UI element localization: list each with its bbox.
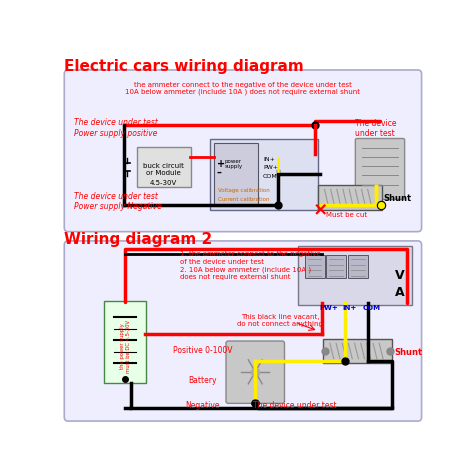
FancyBboxPatch shape bbox=[298, 246, 412, 305]
Text: Current calibration: Current calibration bbox=[219, 197, 270, 202]
Text: Negative: Negative bbox=[186, 401, 220, 410]
Text: +: + bbox=[217, 159, 225, 169]
Text: Wiring diagram 2: Wiring diagram 2 bbox=[64, 232, 212, 247]
FancyBboxPatch shape bbox=[210, 139, 318, 210]
FancyBboxPatch shape bbox=[214, 143, 257, 206]
Text: COM: COM bbox=[263, 174, 278, 179]
Text: V: V bbox=[395, 269, 405, 283]
FancyBboxPatch shape bbox=[304, 255, 325, 278]
Text: Positive 0-100V: Positive 0-100V bbox=[173, 346, 233, 355]
Text: The device under test
Power supply Negative: The device under test Power supply Negat… bbox=[74, 191, 162, 211]
Text: 2. 10A below ammeter (include 10A ): 2. 10A below ammeter (include 10A ) bbox=[180, 266, 311, 273]
Text: the ammeter connect to the negative of the device under test: the ammeter connect to the negative of t… bbox=[134, 82, 352, 88]
Text: –: – bbox=[217, 168, 222, 178]
FancyBboxPatch shape bbox=[323, 339, 392, 363]
Text: This black line vacant,: This black line vacant, bbox=[241, 314, 319, 320]
Text: buck circuit
or Module: buck circuit or Module bbox=[143, 163, 184, 176]
FancyBboxPatch shape bbox=[104, 301, 146, 383]
Text: The device under test
Power supply positive: The device under test Power supply posit… bbox=[74, 118, 158, 138]
Text: the power supply
must be DC 4.5-30V: the power supply must be DC 4.5-30V bbox=[120, 319, 130, 373]
Text: A: A bbox=[395, 286, 405, 300]
Text: do not connect anything: do not connect anything bbox=[237, 321, 323, 327]
Text: Must be cut: Must be cut bbox=[326, 212, 367, 219]
Text: IN+: IN+ bbox=[263, 157, 275, 162]
FancyBboxPatch shape bbox=[226, 341, 284, 403]
Text: Electric cars wiring diagram: Electric cars wiring diagram bbox=[64, 59, 304, 74]
Text: 1. the ammeter connect to the negative: 1. the ammeter connect to the negative bbox=[180, 251, 320, 257]
Text: 10A below ammeter (include 10A ) does not require external shunt: 10A below ammeter (include 10A ) does no… bbox=[126, 89, 360, 95]
Text: The device
under test: The device under test bbox=[356, 119, 397, 138]
Text: power
supply: power supply bbox=[225, 158, 243, 169]
Text: Shunt: Shunt bbox=[383, 194, 411, 203]
Text: IN+: IN+ bbox=[342, 305, 356, 311]
Text: 4.5-30V: 4.5-30V bbox=[150, 180, 177, 186]
Text: The device under test: The device under test bbox=[254, 401, 337, 410]
Text: PW+: PW+ bbox=[263, 165, 278, 171]
Text: of the device under test: of the device under test bbox=[180, 259, 264, 264]
FancyBboxPatch shape bbox=[64, 241, 421, 421]
FancyBboxPatch shape bbox=[137, 147, 191, 187]
Text: Shunt: Shunt bbox=[395, 348, 423, 357]
FancyBboxPatch shape bbox=[347, 255, 368, 278]
FancyBboxPatch shape bbox=[64, 70, 421, 232]
Text: PW+: PW+ bbox=[319, 305, 338, 311]
FancyBboxPatch shape bbox=[326, 255, 346, 278]
FancyBboxPatch shape bbox=[318, 185, 383, 210]
Text: does not require external shunt: does not require external shunt bbox=[180, 274, 290, 280]
Text: Voltage calibration: Voltage calibration bbox=[219, 188, 270, 193]
Text: Battery: Battery bbox=[189, 376, 217, 385]
Text: COM: COM bbox=[363, 305, 381, 311]
FancyBboxPatch shape bbox=[356, 138, 405, 200]
